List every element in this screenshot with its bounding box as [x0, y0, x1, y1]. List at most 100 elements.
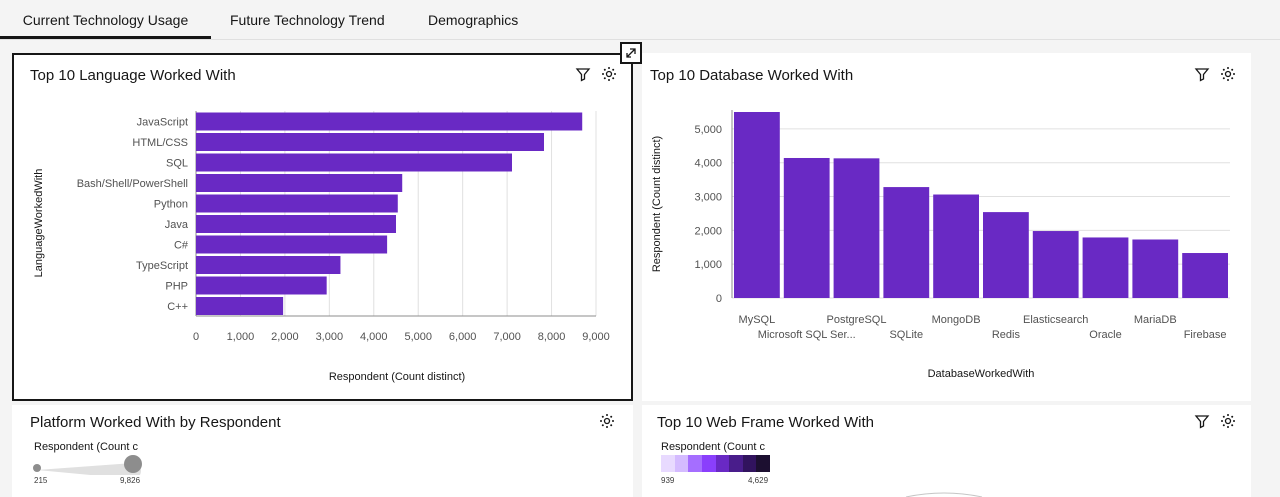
legend-swatch: [661, 455, 675, 472]
legend-swatch: [715, 455, 730, 472]
tick-label: 2,000: [694, 225, 722, 237]
legend-swatch: [688, 455, 702, 472]
settings-icon[interactable]: [599, 413, 615, 429]
category-label: Oracle: [1089, 329, 1121, 341]
tab-bar: Current Technology Usage Future Technolo…: [0, 0, 1280, 40]
category-label: MySQL: [739, 314, 776, 326]
card-title: Platform Worked With by Respondent: [30, 414, 281, 431]
bar: [883, 187, 930, 298]
tick-label: 3,000: [694, 192, 722, 204]
bar: [196, 256, 341, 274]
bar: [833, 158, 880, 298]
category-label: Microsoft SQL Ser...: [758, 329, 856, 341]
platform-card[interactable]: Platform Worked With by Respondent Respo…: [12, 405, 633, 497]
category-label: C#: [174, 239, 189, 251]
category-label: SQLite: [889, 329, 923, 341]
y-axis-title: Respondent (Count distinct): [651, 136, 663, 272]
category-label: Firebase: [1184, 329, 1227, 341]
y-axis-title: LanguageWorkedWith: [33, 169, 45, 278]
category-label: C++: [167, 301, 188, 313]
x-axis-title: DatabaseWorkedWith: [928, 368, 1035, 380]
category-label: MongoDB: [932, 314, 981, 326]
tick-label: 5,000: [694, 124, 722, 136]
databases-card[interactable]: Top 10 Database Worked With 0 1,000 2,000 3…: [642, 53, 1251, 401]
legend-max: 9,826: [120, 476, 141, 485]
legend-title: Respondent (Count c: [34, 441, 138, 453]
category-label: SQL: [166, 157, 188, 169]
chart-edge: [905, 492, 983, 497]
card-title: Top 10 Language Worked With: [30, 67, 236, 84]
category-label: Python: [154, 198, 188, 210]
bar: [1132, 239, 1179, 298]
legend-swatch: [674, 455, 689, 472]
bar: [196, 153, 512, 172]
bar: [196, 174, 403, 192]
tick-label: 9,000: [582, 331, 610, 343]
bar: [196, 215, 396, 233]
category-label: TypeScript: [136, 260, 188, 272]
tab-current-technology-usage[interactable]: Current Technology Usage: [0, 0, 211, 39]
tick-label: 1,000: [227, 331, 255, 343]
category-label: MariaDB: [1134, 314, 1177, 326]
tick-label: 8,000: [538, 331, 566, 343]
legend-max: 4,629: [748, 476, 769, 485]
category-label: Redis: [992, 329, 1021, 341]
settings-icon[interactable]: [1220, 66, 1236, 82]
filter-icon[interactable]: [575, 66, 591, 82]
bar: [196, 235, 388, 254]
tick-label: 0: [716, 293, 722, 305]
bar: [783, 157, 830, 298]
category-label: PostgreSQL: [827, 314, 887, 326]
languages-card[interactable]: Top 10 Language Worked With 0 1,000 2,000 3…: [12, 53, 633, 401]
tick-label: 2,000: [271, 331, 299, 343]
legend-swatch: [742, 455, 757, 472]
webframe-card[interactable]: Top 10 Web Frame Worked With Respondent …: [642, 405, 1251, 497]
language-bar-chart: 0 1,000 2,000 3,000 4,000 5,000 6,000 7,000 8,00…: [33, 111, 610, 383]
bar: [196, 276, 327, 295]
tick-label: 4,000: [694, 158, 722, 170]
legend-title: Respondent (Count c: [661, 441, 765, 453]
database-bar-chart: 0 1,000 2,000 3,000 4,000 5,000 MySQL Microsoft…: [651, 110, 1230, 380]
tick-label: 6,000: [449, 331, 477, 343]
category-label: JavaScript: [137, 116, 188, 128]
tab-future-technology-trend[interactable]: Future Technology Trend: [230, 12, 385, 28]
bar: [1082, 237, 1129, 298]
legend-min: 939: [661, 476, 675, 485]
tick-label: 7,000: [493, 331, 521, 343]
card-title: Top 10 Web Frame Worked With: [657, 414, 875, 431]
card-title: Top 10 Database Worked With: [650, 67, 854, 84]
filter-icon[interactable]: [1194, 66, 1210, 82]
category-label: PHP: [165, 280, 188, 292]
legend-min: 215: [34, 476, 48, 485]
bar: [983, 212, 1029, 298]
legend-swatch: [729, 455, 743, 472]
tick-label: 4,000: [360, 331, 388, 343]
tick-label: 0: [193, 331, 199, 343]
bar: [196, 112, 583, 131]
tick-label: 3,000: [316, 331, 344, 343]
bar: [734, 112, 780, 298]
color-legend: [661, 455, 770, 472]
expand-button[interactable]: [620, 42, 642, 64]
legend-swatch: [701, 455, 716, 472]
bar: [196, 297, 284, 315]
bar: [1182, 253, 1228, 298]
tab-demographics[interactable]: Demographics: [428, 12, 519, 28]
tick-label: 1,000: [694, 259, 722, 271]
category-label: Java: [165, 219, 189, 231]
settings-icon[interactable]: [1220, 413, 1236, 429]
bar: [933, 194, 979, 298]
category-label: Bash/Shell/PowerShell: [77, 178, 188, 190]
category-label: Elasticsearch: [1023, 314, 1088, 326]
legend-swatch: [756, 455, 770, 472]
settings-icon[interactable]: [601, 66, 617, 82]
tick-label: 5,000: [404, 331, 432, 343]
size-legend: [33, 455, 142, 475]
bar: [196, 133, 544, 151]
bar: [196, 194, 398, 213]
category-label: HTML/CSS: [132, 137, 188, 149]
bar: [1032, 231, 1079, 298]
filter-icon[interactable]: [1194, 413, 1210, 429]
x-axis-title: Respondent (Count distinct): [329, 371, 465, 383]
expand-icon: [626, 48, 636, 58]
